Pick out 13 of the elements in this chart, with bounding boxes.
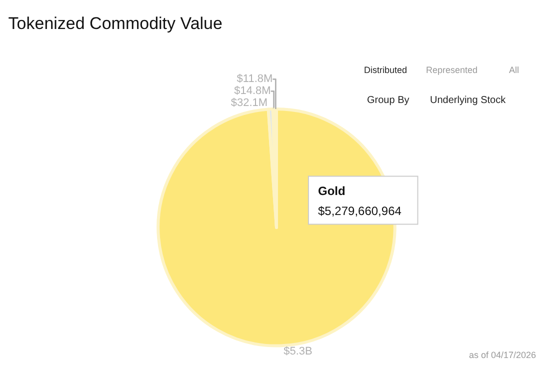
text: as of 04/17/2026	[469, 350, 536, 360]
text: Represented	[426, 65, 478, 75]
data-label: $32.1M	[230, 97, 268, 110]
text: All	[509, 65, 520, 75]
text: Underlying Stock	[430, 95, 507, 106]
data-label: $14.8M	[234, 85, 271, 98]
text: Distributed	[364, 65, 408, 75]
text: $5,279,660,964	[318, 204, 402, 218]
data-label: $5.3B	[284, 346, 312, 358]
data-label: $11.8M	[236, 73, 273, 86]
slice-label: Gold	[318, 184, 346, 198]
chart-title: Tokenized Commodity Value	[8, 14, 222, 33]
text: Group By	[367, 95, 410, 106]
